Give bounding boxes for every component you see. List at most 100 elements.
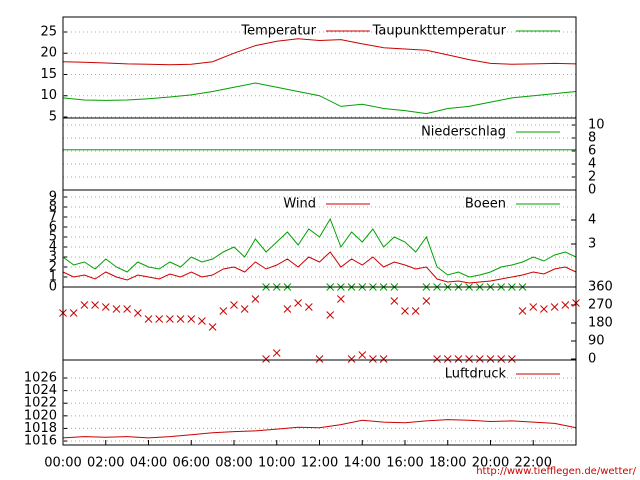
- point: [411, 307, 420, 315]
- point: [198, 317, 206, 325]
- y-tick-label: 2: [49, 260, 57, 275]
- point: [390, 297, 399, 305]
- point: [422, 297, 431, 305]
- y-tick-label: 1022: [24, 396, 57, 411]
- point: [272, 349, 281, 357]
- panel-frame: [62, 359, 577, 446]
- y2-tick-label: 2: [588, 170, 596, 185]
- y-tick-label: 1: [49, 270, 57, 285]
- legend-label: Temperatur: [240, 24, 316, 39]
- y-tick-label: 9: [49, 190, 57, 205]
- point: [443, 355, 452, 363]
- point: [144, 315, 153, 323]
- y2-tick-label: 90: [588, 334, 605, 349]
- point: [326, 311, 335, 319]
- point: [123, 305, 131, 313]
- point: [69, 309, 78, 317]
- point: [251, 295, 260, 303]
- y2-tick-label: 180: [588, 316, 613, 331]
- legend-label: Niederschlag: [421, 125, 506, 140]
- point: [497, 355, 506, 363]
- panel-frame: [62, 286, 577, 361]
- point: [283, 305, 292, 313]
- y2-tick-label: 3: [588, 237, 596, 252]
- series-line: [62, 82, 577, 115]
- y-tick-label: 6: [49, 220, 57, 235]
- y-tick-label: 15: [40, 67, 57, 82]
- y2-tick-label: 360: [588, 280, 613, 295]
- point: [208, 323, 217, 331]
- point: [540, 305, 548, 313]
- y-tick-label: 25: [40, 24, 57, 39]
- point: [379, 355, 388, 363]
- legend-label: Boeen: [465, 197, 506, 212]
- x-tick-label: 18:00: [429, 456, 466, 471]
- point: [550, 303, 559, 311]
- point: [315, 355, 324, 363]
- y-tick-label: 1026: [24, 371, 57, 386]
- legend-label: Taupunkttemperatur: [372, 24, 507, 39]
- x-tick-label: 04:00: [130, 456, 167, 471]
- legend-label: Luftdruck: [445, 367, 507, 382]
- y-tick-label: 1024: [24, 383, 57, 398]
- y-tick-label: 0: [49, 280, 57, 295]
- x-tick-label: 00:00: [44, 456, 81, 471]
- point: [262, 355, 270, 363]
- point: [358, 351, 367, 359]
- y-tick-label: 1016: [24, 434, 57, 449]
- series-line: [62, 38, 577, 66]
- y-tick-label: 20: [40, 46, 57, 61]
- point: [529, 303, 538, 311]
- x-tick-label: 02:00: [87, 456, 124, 471]
- point: [433, 355, 441, 363]
- point: [337, 295, 345, 303]
- y2-tick-label: 0: [588, 352, 596, 367]
- point: [187, 315, 196, 323]
- x-tick-label: 22:00: [515, 456, 552, 471]
- y2-tick-label: 4: [588, 213, 596, 228]
- y2-tick-label: 10: [588, 118, 605, 133]
- y-tick-label: 5: [49, 109, 57, 124]
- point: [369, 355, 377, 363]
- y-tick-label: 1020: [24, 408, 57, 423]
- y-tick-label: 1018: [24, 421, 57, 436]
- point: [133, 309, 142, 317]
- point: [304, 303, 313, 311]
- point: [219, 307, 228, 315]
- point: [401, 307, 409, 315]
- x-tick-label: 20:00: [472, 456, 509, 471]
- point: [101, 303, 110, 311]
- point: [166, 315, 174, 323]
- point: [80, 301, 89, 309]
- x-tick-label: 12:00: [301, 456, 338, 471]
- y2-tick-label: 4: [588, 157, 596, 172]
- point: [155, 315, 164, 323]
- point: [561, 301, 570, 309]
- point: [475, 355, 484, 363]
- y-tick-label: 8: [49, 200, 57, 215]
- series-line: [62, 217, 577, 278]
- series-line: [62, 419, 577, 439]
- source-url: http://www.tiefflegen.de/wetter/: [476, 466, 636, 477]
- point: [294, 299, 302, 307]
- point: [518, 307, 527, 315]
- y-tick-label: 3: [49, 250, 57, 265]
- point: [240, 305, 249, 313]
- y-tick-label: 7: [49, 210, 57, 225]
- y2-tick-label: 0: [588, 183, 596, 198]
- y-tick-label: 4: [49, 240, 57, 255]
- y-tick-label: 10: [40, 88, 57, 103]
- x-tick-label: 08:00: [215, 456, 252, 471]
- point: [176, 315, 185, 323]
- point: [347, 355, 356, 363]
- point: [112, 305, 121, 313]
- x-tick-label: 06:00: [173, 456, 210, 471]
- point: [486, 355, 495, 363]
- point: [91, 301, 99, 309]
- series-line: [62, 251, 577, 284]
- point: [454, 355, 463, 363]
- legend-label: Wind: [283, 197, 316, 212]
- point: [230, 301, 238, 309]
- point: [508, 355, 516, 363]
